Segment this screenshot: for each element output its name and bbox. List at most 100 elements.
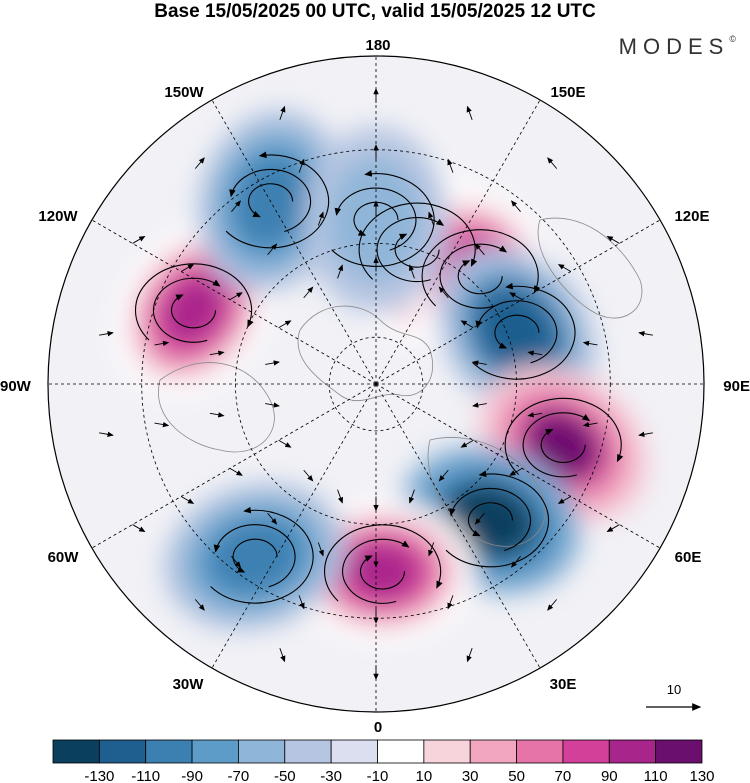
coastline <box>158 362 275 453</box>
colorbar: -130 -110 -90 -70 -50 -30 -10 10 30 50 70 90 110 130 <box>52 739 715 783</box>
label-0: 0 <box>374 719 382 736</box>
wind-arrow <box>194 599 205 611</box>
colorbar-swatch <box>423 739 471 764</box>
wind-arrow <box>606 524 620 533</box>
label-30w: 30W <box>173 676 205 693</box>
streamline <box>472 282 576 380</box>
streamline <box>353 201 399 236</box>
streamline <box>225 151 330 249</box>
wind-arrow <box>317 211 324 226</box>
wind-arrow <box>154 340 170 347</box>
wind-arrow <box>460 320 474 329</box>
wind-arrow <box>582 340 598 347</box>
streamline <box>475 300 558 364</box>
wind-arrow <box>582 421 598 428</box>
lat-lon-grid <box>48 56 704 712</box>
copyright-mark: © <box>729 34 736 44</box>
streamline <box>467 502 514 537</box>
wind-arrow <box>265 360 280 366</box>
streamline <box>358 202 478 280</box>
latitude-circle <box>328 336 424 432</box>
wind-arrow <box>547 157 558 169</box>
streamline <box>494 314 540 349</box>
colorbar-tick-label: 50 <box>508 768 525 783</box>
colorbar-tick-label: -90 <box>181 768 203 783</box>
meridian-line <box>375 219 661 385</box>
colorbar-tick-label: 110 <box>644 768 668 783</box>
streamline <box>457 260 503 295</box>
land-outlines <box>158 217 643 547</box>
meridian-line <box>91 219 377 385</box>
streamline <box>540 428 586 463</box>
streamline <box>439 243 508 309</box>
wind-arrow <box>99 331 114 337</box>
wind-arrow <box>180 496 195 504</box>
colorbar-tick-label: 90 <box>601 768 618 783</box>
streamline <box>376 217 445 283</box>
wind-arrow <box>509 467 523 476</box>
streamline <box>152 277 221 343</box>
wind-arrow <box>606 235 620 244</box>
wind-arrow <box>447 158 454 173</box>
colorbar-swatch <box>330 739 378 764</box>
wind-arrow <box>209 412 225 418</box>
label-60w: 60W <box>48 549 80 566</box>
wind-arrow <box>265 402 280 408</box>
colorbar-swatch <box>52 739 100 764</box>
meridian-line <box>375 99 541 385</box>
anomaly-mongolia-low-level-5 <box>487 300 547 365</box>
wind-arrow <box>337 489 344 504</box>
map-title: Base 15/05/2025 00 UTC, valid 15/05/2025… <box>154 1 596 22</box>
colorbar-tick-label: 30 <box>462 768 479 783</box>
wind-arrow <box>466 105 473 120</box>
streamline <box>421 229 541 307</box>
wind-arrow <box>317 542 324 557</box>
wind-arrow <box>303 286 314 299</box>
wind-arrow <box>231 556 242 568</box>
wind-arrow <box>547 599 558 611</box>
colorbar-tick-label: -30 <box>320 768 342 783</box>
streamline <box>170 294 217 329</box>
map-disc <box>48 56 704 712</box>
streamline <box>445 470 549 568</box>
wind-arrow <box>303 469 314 482</box>
wind-arrow <box>474 243 485 256</box>
modes-logo: MODES© <box>619 34 736 60</box>
meridian-line <box>91 383 377 549</box>
label-150w: 150W <box>164 84 204 101</box>
label-150e: 150E <box>550 84 585 101</box>
colorbar-swatch <box>655 739 703 764</box>
streamline <box>248 183 294 218</box>
colorbar-tick-label: -130 <box>84 768 114 783</box>
wind-arrow <box>408 264 415 279</box>
wind-arrow <box>298 595 305 610</box>
colorbar-swatch <box>516 739 564 764</box>
colorbar-swatch <box>284 739 332 764</box>
streamline <box>522 412 591 478</box>
streamline <box>229 168 312 233</box>
label-120e: 120E <box>674 208 709 225</box>
streamline <box>135 263 254 341</box>
colorbar-swatch <box>238 739 286 764</box>
wind-streamlines <box>99 87 653 681</box>
wind-arrow <box>638 331 653 337</box>
wind-arrow <box>337 264 344 279</box>
reference-vector-label: 10 <box>667 682 681 697</box>
label-120w: 120W <box>38 208 78 225</box>
colorbar-swatch <box>562 739 610 764</box>
wind-arrow <box>557 264 572 272</box>
colorbar-tick-label: -110 <box>131 768 160 783</box>
wind-arrow <box>527 412 543 418</box>
colorbar-swatch <box>98 739 147 764</box>
wind-arrow <box>460 439 474 448</box>
wind-arrow <box>278 320 292 329</box>
coastline <box>297 305 433 401</box>
colorbar-swatch <box>469 739 517 764</box>
streamline <box>331 170 435 267</box>
wind-arrow <box>474 512 485 525</box>
colorbar-tick-label: 10 <box>416 768 433 783</box>
colorbar-tick-label: -10 <box>367 768 389 783</box>
wind-arrow <box>154 421 170 428</box>
label-90e: 90E <box>723 378 750 395</box>
